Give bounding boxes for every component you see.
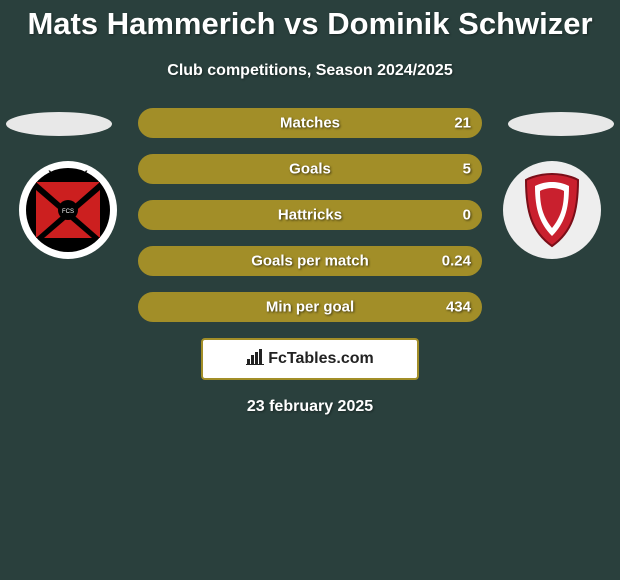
stat-label: Min per goal bbox=[139, 299, 481, 316]
stat-label: Goals per match bbox=[139, 253, 481, 270]
stat-value: 5 bbox=[463, 161, 471, 178]
bar-chart-icon bbox=[246, 349, 264, 370]
stat-value: 0 bbox=[463, 207, 471, 224]
player-marker-right bbox=[508, 112, 614, 136]
attribution-text: FcTables.com bbox=[268, 350, 374, 368]
page-title: Mats Hammerich vs Dominik Schwizer bbox=[0, 6, 620, 42]
stat-bar: Goals 5 bbox=[138, 154, 482, 184]
subtitle: Club competitions, Season 2024/2025 bbox=[0, 62, 620, 80]
stat-value: 0.24 bbox=[442, 253, 471, 270]
team-badge-left: XAMAX FCS bbox=[18, 160, 118, 260]
stat-bar: Matches 21 bbox=[138, 108, 482, 138]
stat-value: 21 bbox=[454, 115, 471, 132]
svg-text:FCS: FCS bbox=[62, 209, 74, 215]
player-marker-left bbox=[6, 112, 112, 136]
report-date: 23 february 2025 bbox=[0, 398, 620, 416]
stat-value: 434 bbox=[446, 299, 471, 316]
stat-label: Hattricks bbox=[139, 207, 481, 224]
stat-label: Goals bbox=[139, 161, 481, 178]
stat-bar: Min per goal 434 bbox=[138, 292, 482, 322]
stat-bar: Goals per match 0.24 bbox=[138, 246, 482, 276]
svg-text:XAMAX: XAMAX bbox=[48, 169, 88, 181]
comparison-panel: XAMAX FCS Matches 21 Goals bbox=[0, 108, 620, 416]
stat-bar: Hattricks 0 bbox=[138, 200, 482, 230]
stat-label: Matches bbox=[139, 115, 481, 132]
team-badge-right bbox=[502, 160, 602, 260]
stat-bars: Matches 21 Goals 5 Hattricks 0 Goals per… bbox=[138, 108, 482, 322]
attribution-box: FcTables.com bbox=[201, 338, 419, 380]
